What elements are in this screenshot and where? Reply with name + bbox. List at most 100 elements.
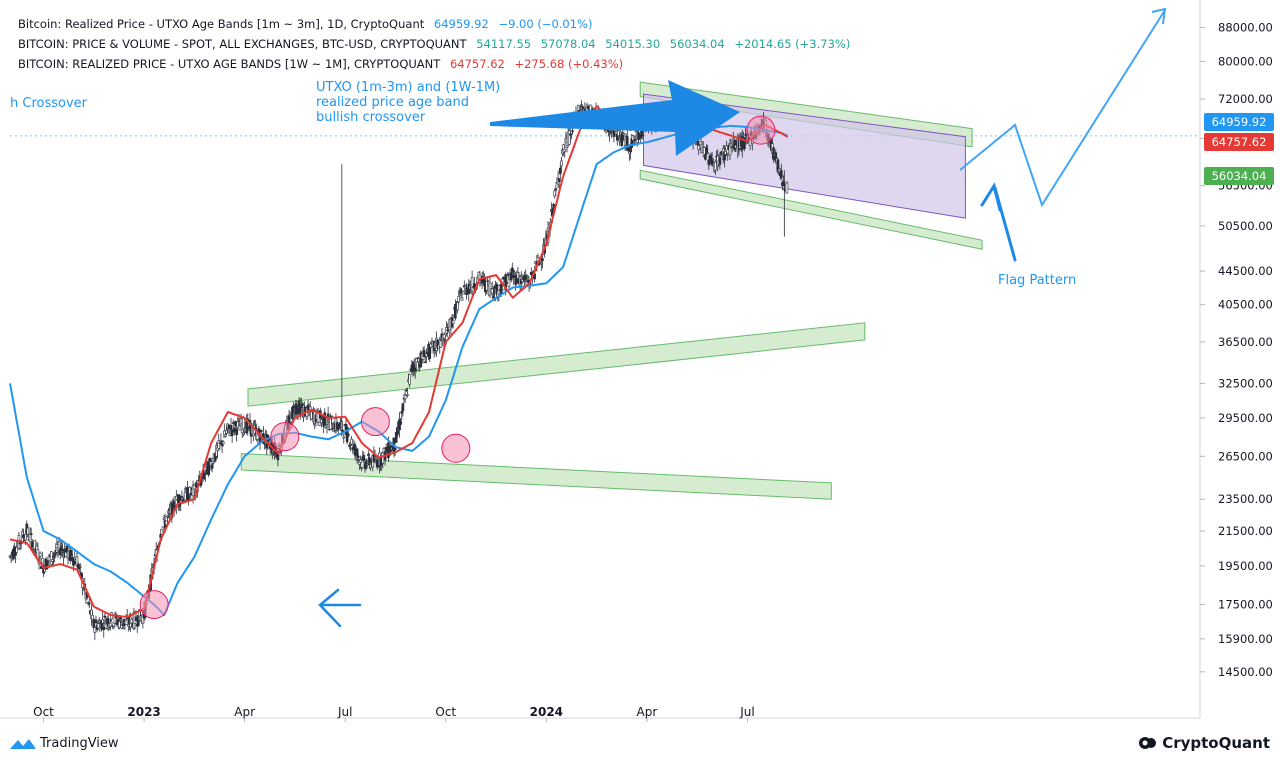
x-tick-label: Jul [739,705,754,719]
candle-body [304,406,308,409]
x-axis[interactable]: Oct 2023 Apr Jul Oct 2024 Apr Jul [0,705,1200,722]
candle-body [490,288,494,294]
candle-body [641,134,645,137]
candle-body [231,422,235,424]
candle-body [53,553,56,556]
legend: Bitcoin: Realized Price - UTXO Age Bands… [18,14,850,74]
candle-body [509,272,513,281]
candle-body [439,340,443,348]
candle-body [417,358,420,362]
legend-2-open: 54117.55 [476,37,532,51]
candle-body [87,602,91,605]
candle-body [512,274,515,278]
candle-body [317,422,321,426]
series-line-1m-3m [9,124,789,616]
annotation-utxo-crossover: UTXO (1m-3m) and (1W-1M) realized price … [316,80,500,125]
candle-body [57,541,61,549]
candle-body [529,272,533,276]
candle-body [161,526,165,531]
legend-3-value: 64757.62 [449,57,505,71]
candle-body [781,182,784,187]
candle-body [119,617,122,620]
candle-body [359,459,362,463]
candle-body [541,258,544,262]
candle-body [212,460,216,463]
candle-body [404,389,408,392]
candle-body [61,549,64,551]
y-axis[interactable]: 88000.0080000.0072000.0064500.0056500.00… [1199,0,1273,718]
candle-body [473,283,476,289]
candle-body [356,455,360,458]
cryptoquant-logo[interactable]: CryptoQuant [1138,734,1270,752]
candle-body [29,533,33,535]
ascending-channel-lower [240,453,832,500]
candle-body [51,559,54,562]
legend-1-change: −9.00 (−0.01%) [498,17,593,31]
candle-body [124,619,128,625]
candle-body [470,277,474,292]
tradingview-logo[interactable]: TradingView [10,736,119,751]
candle-body [639,134,642,139]
candle-body [485,277,488,291]
candle-body [41,558,44,564]
candle-body [446,329,449,332]
candle-body [320,419,323,423]
candle-body [401,403,405,412]
crossover-circle [139,590,169,620]
candle-body [234,421,237,427]
candle-body [461,291,465,295]
y-tick-label: 23500.00 [1218,492,1273,506]
candle-body [408,374,411,385]
legend-2-change: +2014.65 (+3.73%) [734,37,851,51]
candle-body [563,148,567,152]
legend-2-close: 56034.04 [669,37,725,51]
candle-body [633,139,637,142]
candle-body [323,412,327,426]
legend-3-change: +275.68 (+0.43%) [514,57,624,71]
candle-body [325,424,329,427]
candle-body [9,554,13,557]
crossover-circle [270,422,300,452]
candle-body [553,190,557,197]
candle-body [704,154,707,160]
candle-body [423,361,427,364]
candle-body [360,467,363,470]
candle-body [465,287,468,295]
candle-body [14,553,17,556]
candle-body [460,297,464,301]
candle-body [217,440,221,449]
ascending-channel-upper [247,322,866,407]
candle-body [554,188,558,191]
candle-body [492,296,495,299]
candle-body [744,133,747,136]
candle-body [617,130,620,136]
candle-body [102,626,106,630]
cryptoquant-icon [1139,737,1157,749]
candle-body [292,405,295,408]
candle-body [204,472,207,475]
legend-row-2[interactable]: BITCOIN: PRICE & VOLUME - SPOT, ALL EXCH… [18,34,850,54]
y-tick-label: 17500.00 [1218,598,1273,612]
candle-body [127,624,130,627]
candle-body [47,555,51,562]
candle-body [403,395,407,400]
candle-body [777,168,781,173]
x-tick-label: Apr [234,705,255,719]
candle-body [632,141,636,143]
y-tick-label: 32500.00 [1218,376,1273,390]
candle-body [162,517,166,520]
y-tick-label: 19500.00 [1218,559,1273,573]
candle-body [571,130,574,132]
candle-body [384,447,388,452]
candle-body [230,429,234,436]
small-arrow [318,588,362,628]
candle-body [306,404,310,411]
candle-body [210,464,214,469]
legend-row-3[interactable]: BITCOIN: REALIZED PRICE - UTXO AGE BANDS… [18,54,850,74]
x-tick-label: Apr [637,705,658,719]
candle-body [92,618,96,629]
candle-body [208,458,212,462]
legend-row-1[interactable]: Bitcoin: Realized Price - UTXO Age Bands… [18,14,850,34]
candle-body [93,627,97,633]
